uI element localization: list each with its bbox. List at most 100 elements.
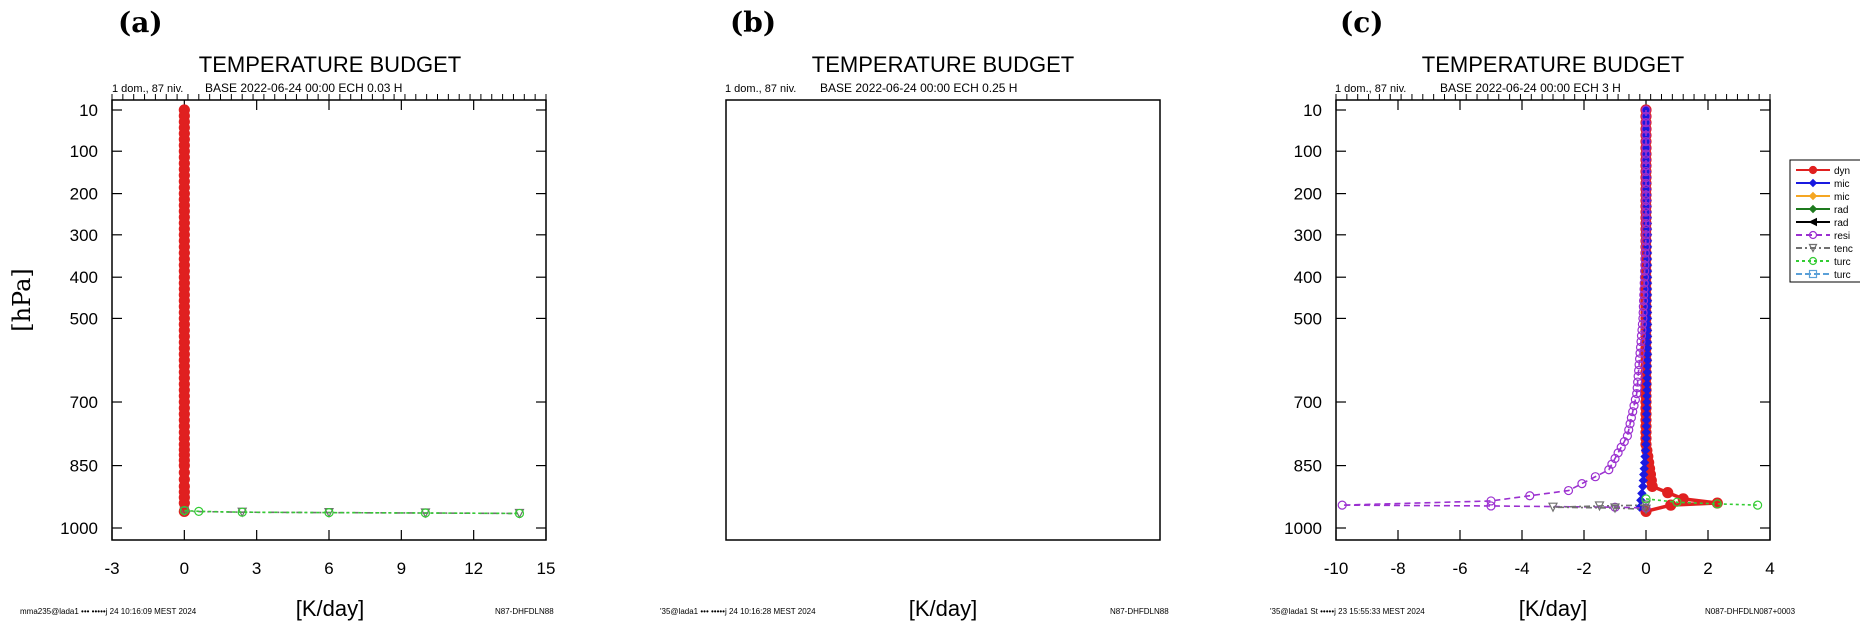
data-point xyxy=(1640,248,1650,258)
series-layer xyxy=(178,104,525,519)
data-point xyxy=(1640,242,1651,252)
y-tick-label: 10 xyxy=(1303,101,1322,120)
x-tick-label: 0 xyxy=(180,559,189,578)
legend-label: rad xyxy=(1834,205,1848,216)
data-point xyxy=(1604,465,1614,475)
panel-a: (a) TEMPERATURE BUDGET 1 dom., 87 niv. B… xyxy=(20,6,555,621)
legend-entry: turc xyxy=(1796,256,1851,268)
legend-swatch-marker xyxy=(1808,178,1818,188)
series-dyn xyxy=(178,104,190,517)
data-point xyxy=(1641,504,1651,515)
data-point xyxy=(1752,500,1763,510)
y-tick-label: 500 xyxy=(70,309,98,328)
y-tick-label: 500 xyxy=(1294,309,1322,328)
series-resi xyxy=(1337,105,1651,513)
y-tick-label: 850 xyxy=(70,457,98,476)
data-point xyxy=(1594,501,1605,512)
panel-label: (c) xyxy=(1340,6,1384,39)
chart-subtitle-left: 1 dom., 87 niv. xyxy=(112,83,183,95)
legend-label: turc xyxy=(1834,257,1851,268)
series-line xyxy=(184,509,520,515)
series-dyn xyxy=(1640,104,1723,517)
data-point xyxy=(1486,496,1496,506)
series-line xyxy=(1342,110,1647,509)
y-tick-label: 200 xyxy=(1294,185,1322,204)
data-point xyxy=(1638,313,1648,324)
chart-subtitle-left: 1 dom., 87 niv. xyxy=(725,83,796,95)
data-point xyxy=(1641,124,1651,134)
data-point xyxy=(1641,224,1651,234)
x-tick-label: -10 xyxy=(1324,559,1349,578)
data-point xyxy=(1641,213,1651,223)
panel-label: (b) xyxy=(730,6,776,39)
chart-subtitle-left: 1 dom., 87 niv. xyxy=(1335,83,1406,95)
data-point xyxy=(1641,184,1651,194)
figure-ylabel: [hPa] xyxy=(8,268,36,332)
chart-title: TEMPERATURE BUDGET xyxy=(812,52,1074,77)
legend: dyn mic mic rad rad resi tenc turc turc xyxy=(1789,159,1860,283)
x-tick-label: -3 xyxy=(104,559,119,578)
legend-label: resi xyxy=(1834,231,1850,242)
chart-subtitle-right: BASE 2022-06-24 00:00 ECH 0.03 H xyxy=(205,81,402,95)
legend-swatch-marker xyxy=(1808,230,1818,240)
x-tick-label: -4 xyxy=(1514,559,1529,578)
legend-entry: turc xyxy=(1796,269,1851,281)
series-line xyxy=(1552,504,1647,511)
x-tick-label: 4 xyxy=(1765,559,1774,578)
x-tick-label: 2 xyxy=(1703,559,1712,578)
data-point xyxy=(1548,502,1558,513)
footer-right: N087-DHFDLN087+0003 xyxy=(1705,607,1796,616)
data-point xyxy=(1577,479,1587,489)
chart-title: TEMPERATURE BUDGET xyxy=(199,52,461,77)
data-point xyxy=(1613,448,1623,458)
legend-entries: dyn mic mic rad rad resi tenc turc turc xyxy=(1796,165,1853,281)
series-line xyxy=(1644,110,1718,514)
legend-label: mic xyxy=(1834,179,1850,190)
data-point xyxy=(1641,207,1651,217)
plot-frame xyxy=(111,99,547,541)
y-axis: 10 100 200 300 400 500 700 850 1000 xyxy=(1284,101,1770,538)
data-point xyxy=(1634,360,1644,370)
legend-entry: mic xyxy=(1796,191,1850,203)
data-point xyxy=(1638,481,1648,492)
data-point xyxy=(1641,196,1651,206)
series-line xyxy=(1645,498,1758,506)
data-point xyxy=(1640,260,1650,270)
series-turc xyxy=(1641,494,1763,510)
data-point xyxy=(1639,272,1650,282)
data-point xyxy=(420,508,431,518)
x-tick-label: -8 xyxy=(1390,559,1405,578)
data-point xyxy=(1641,218,1651,229)
panel-c: (c) TEMPERATURE BUDGET 1 dom., 87 niv. B… xyxy=(1270,6,1796,621)
legend-entry: resi xyxy=(1796,230,1850,242)
data-point xyxy=(1672,497,1682,507)
data-point xyxy=(1632,389,1642,399)
data-point xyxy=(1641,166,1651,177)
y-tick-label: 850 xyxy=(1294,457,1322,476)
legend-swatch-marker xyxy=(1808,165,1818,175)
data-point xyxy=(1637,319,1648,329)
data-point xyxy=(1639,278,1649,288)
series-tenc xyxy=(179,506,525,519)
legend-label: rad xyxy=(1834,218,1848,229)
x-axis: -3 0 3 6 9 12 15 xyxy=(104,94,555,578)
y-tick-label: 400 xyxy=(70,268,98,287)
data-point xyxy=(1641,172,1651,183)
data-point xyxy=(1633,377,1643,387)
data-point xyxy=(1641,111,1651,121)
data-point xyxy=(179,505,189,516)
chart-title: TEMPERATURE BUDGET xyxy=(1422,52,1684,77)
y-tick-label: 300 xyxy=(1294,226,1322,245)
legend-entry: mic xyxy=(1796,178,1850,190)
legend-entry: rad xyxy=(1796,204,1848,216)
legend-swatch-marker xyxy=(1808,243,1818,253)
legend-swatch-marker xyxy=(1808,269,1818,279)
data-point xyxy=(1563,485,1574,496)
data-point xyxy=(237,507,247,517)
x-tick-label: -6 xyxy=(1452,559,1467,578)
data-point xyxy=(1637,488,1647,499)
legend-label: dyn xyxy=(1834,166,1850,177)
data-point xyxy=(1641,201,1651,211)
legend-entry: rad xyxy=(1796,217,1848,229)
data-point xyxy=(1662,487,1674,499)
